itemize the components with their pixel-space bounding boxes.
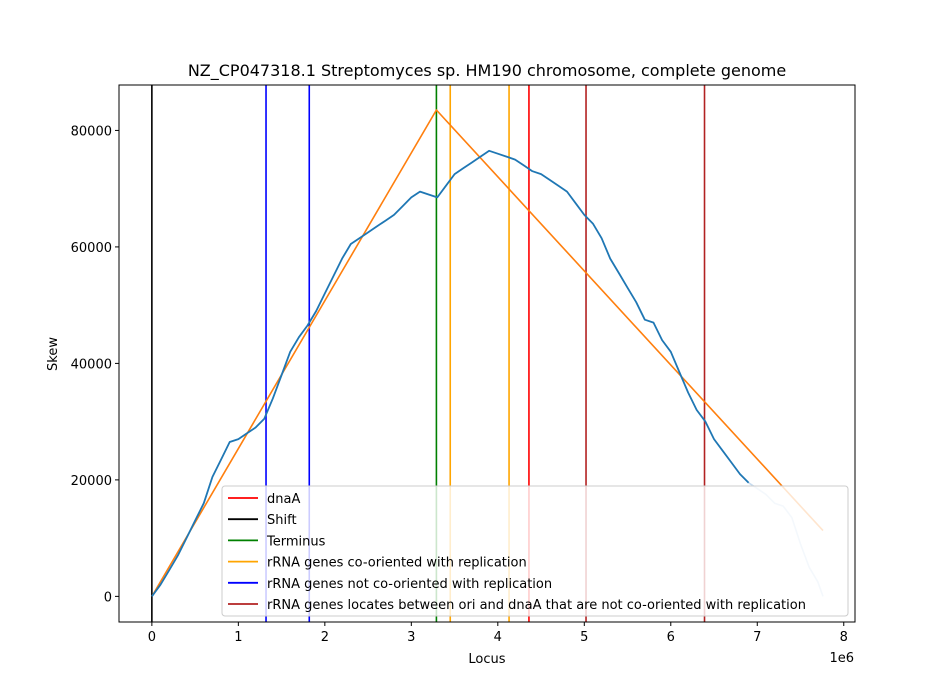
chart-title: NZ_CP047318.1 Streptomyces sp. HM190 chr…	[188, 61, 786, 81]
y-tick-label: 0	[104, 590, 112, 605]
y-tick-label: 20000	[71, 474, 112, 489]
x-offset-label: 1e6	[829, 651, 854, 666]
legend: dnaA Shift Terminus rRNA genes co-oriented …	[221, 485, 849, 617]
x-tick-label: 7	[753, 630, 761, 645]
legend-label: Shift	[267, 513, 297, 528]
plot-frame	[118, 84, 856, 623]
y-tick-label: 60000	[71, 241, 112, 256]
y-tick-label: 40000	[71, 357, 112, 372]
x-tick-label: 8	[840, 630, 848, 645]
skew-line	[151, 149, 750, 597]
legend-label: rRNA genes not co-oriented with replicat…	[267, 577, 552, 592]
x-tick-label: 4	[494, 630, 502, 645]
x-tick-label: 3	[407, 630, 415, 645]
legend-label: dnaA	[267, 492, 300, 507]
x-tick-label: 2	[321, 630, 329, 645]
x-axis-label: Locus	[468, 652, 505, 667]
legend-label: rRNA genes locates between ori and dnaA …	[267, 598, 806, 613]
y-tick-label: 80000	[71, 124, 112, 139]
x-axis: 0 1 2 3 4 5 6 7 8	[148, 622, 848, 645]
x-tick-label: 6	[667, 630, 675, 645]
y-axis-label: Skew	[46, 337, 61, 371]
legend-label: Terminus	[266, 534, 326, 549]
legend-label: rRNA genes co-oriented with replication	[267, 556, 527, 571]
y-axis: 0 20000 40000 60000 80000	[71, 124, 119, 605]
x-tick-label: 0	[148, 630, 156, 645]
x-tick-label: 1	[234, 630, 242, 645]
x-tick-label: 5	[580, 630, 588, 645]
legend-box	[221, 485, 849, 617]
